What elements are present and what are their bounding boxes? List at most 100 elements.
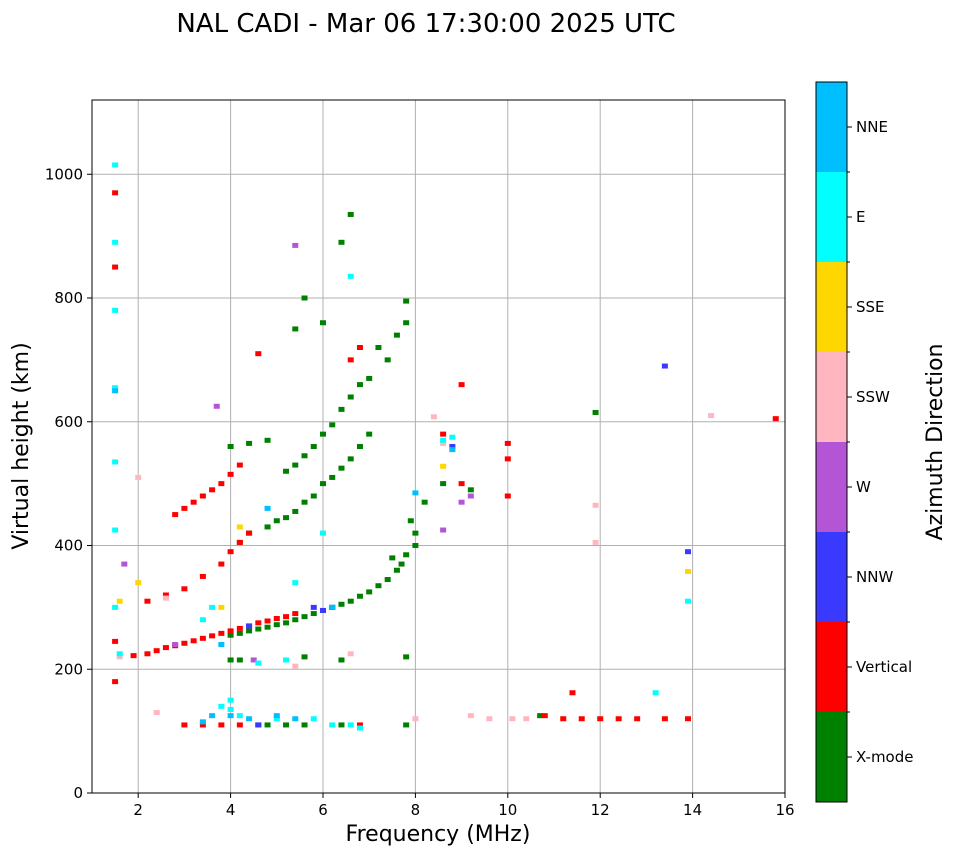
x-grid: [137, 100, 786, 793]
point-e: [112, 307, 119, 313]
point-sse: [236, 524, 243, 530]
point-x-mode: [356, 382, 363, 388]
point-x-mode: [403, 654, 410, 660]
point-vertical: [458, 382, 465, 388]
x-tick-label: 12: [591, 801, 610, 819]
point-ssw: [592, 539, 599, 545]
point-vertical: [772, 416, 779, 422]
point-x-mode: [301, 453, 308, 459]
point-nne: [412, 490, 419, 496]
point-vertical: [199, 635, 206, 641]
y-tick-label: 0: [73, 784, 83, 802]
point-x-mode: [301, 295, 308, 301]
point-vertical: [615, 716, 622, 722]
point-vertical: [227, 549, 234, 555]
point-x-mode: [283, 722, 290, 728]
point-vertical: [504, 493, 511, 499]
point-vertical: [112, 264, 119, 270]
point-w: [213, 403, 220, 409]
point-e: [218, 703, 225, 709]
point-x-mode: [310, 444, 317, 449]
point-e: [112, 459, 119, 465]
point-x-mode: [375, 583, 382, 589]
point-x-mode: [338, 465, 345, 471]
point-x-mode: [301, 722, 308, 728]
point-ssw: [135, 474, 142, 480]
colorbar-frame: [815, 81, 848, 803]
point-vertical: [246, 530, 253, 536]
point-vertical: [181, 586, 188, 592]
point-ssw: [523, 716, 530, 722]
point-x-mode: [264, 524, 271, 530]
point-nne: [218, 642, 225, 647]
colorbar-swatch-w: [816, 442, 847, 532]
point-x-mode: [227, 657, 234, 663]
x-tick-label: 10: [498, 801, 517, 819]
point-x-mode: [264, 437, 271, 443]
point-e: [227, 697, 234, 703]
colorbar-title: Azimuth Direction: [923, 343, 948, 540]
point-x-mode: [592, 409, 599, 415]
point-vertical: [684, 716, 691, 722]
data-marks: [112, 162, 779, 731]
y-tick-label: 1000: [45, 165, 83, 183]
point-x-mode: [301, 654, 308, 660]
point-x-mode: [292, 326, 299, 332]
point-x-mode: [366, 375, 373, 381]
point-nnw: [310, 604, 317, 610]
point-vertical: [162, 645, 169, 651]
point-x-mode: [384, 357, 391, 363]
point-e: [310, 716, 317, 722]
point-ssw: [592, 502, 599, 508]
point-vertical: [458, 481, 465, 487]
y-tick-label: 400: [54, 537, 83, 555]
point-x-mode: [329, 474, 336, 480]
point-w: [440, 527, 447, 533]
point-x-mode: [283, 515, 290, 521]
point-ssw: [162, 595, 169, 601]
point-nnw: [255, 722, 262, 728]
point-vertical: [112, 190, 119, 196]
point-x-mode: [398, 561, 405, 567]
point-x-mode: [412, 543, 419, 548]
point-e: [347, 722, 354, 728]
colorbar-swatch-x-mode: [816, 712, 847, 802]
chart-title: NAL CADI - Mar 06 17:30:00 2025 UTC: [176, 9, 675, 39]
point-e: [112, 385, 119, 391]
point-ssw: [116, 654, 123, 660]
point-sse: [218, 604, 225, 610]
point-x-mode: [356, 593, 363, 599]
point-vertical: [144, 598, 151, 604]
point-vertical: [273, 616, 280, 622]
colorbar-label-nne: NNE: [856, 118, 888, 136]
point-x-mode: [236, 630, 243, 636]
point-vertical: [162, 592, 169, 598]
point-e: [255, 660, 262, 666]
point-e: [320, 530, 326, 536]
point-vertical: [264, 618, 271, 624]
point-vertical: [209, 633, 216, 639]
point-x-mode: [292, 508, 299, 514]
point-nnw: [661, 363, 668, 369]
colorbar: X-mode Vertical NNW W SSW SSE E NNE: [815, 81, 913, 803]
point-x-mode: [366, 431, 373, 437]
point-x-mode: [356, 444, 363, 449]
point-nne: [264, 505, 271, 511]
point-ssw: [292, 663, 299, 669]
point-x-mode: [283, 620, 290, 626]
point-nne: [227, 713, 234, 719]
point-x-mode: [338, 406, 345, 412]
point-x-mode: [246, 440, 253, 446]
point-x-mode: [292, 617, 299, 623]
point-ssw: [708, 413, 715, 419]
point-ssw: [430, 414, 437, 420]
point-vertical: [236, 625, 243, 631]
point-vertical: [227, 628, 234, 634]
point-e: [209, 604, 216, 610]
point-vertical: [356, 345, 363, 350]
y-ticks: 0 200 400 600 800 1000: [45, 165, 92, 802]
point-vertical: [440, 431, 447, 437]
point-e: [652, 690, 659, 696]
point-vertical: [283, 614, 290, 620]
